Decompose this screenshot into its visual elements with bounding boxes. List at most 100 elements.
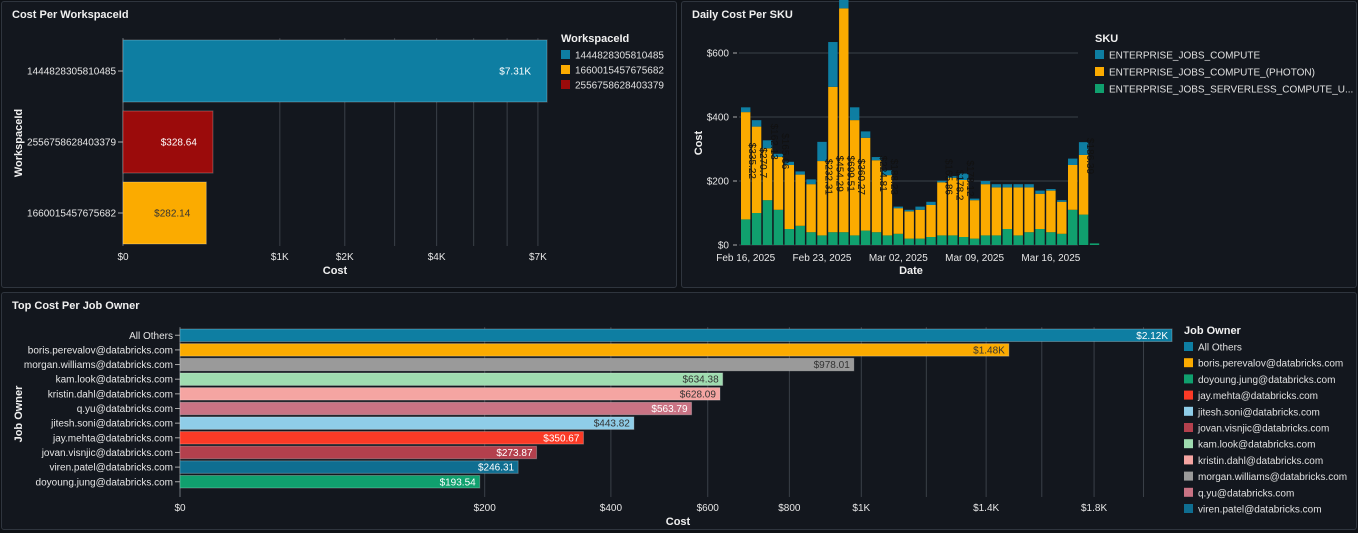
- bar-segment[interactable]: [1002, 184, 1012, 188]
- bar-segment[interactable]: [1024, 187, 1034, 233]
- bar-segment[interactable]: [795, 171, 805, 175]
- bar-segment[interactable]: [959, 180, 969, 237]
- legend-item[interactable]: jitesh.soni@databricks.com: [1197, 407, 1320, 418]
- bar-segment[interactable]: [926, 205, 936, 237]
- bar-segment[interactable]: [1046, 232, 1056, 245]
- bar-segment[interactable]: [1057, 233, 1067, 245]
- workspace-cost-chart[interactable]: 1444828305810485 $7.31K 2556758628403379 $3…: [2, 2, 678, 289]
- bar-segment[interactable]: [828, 86, 838, 233]
- bar-segment[interactable]: [980, 235, 991, 245]
- bar-segment[interactable]: [969, 238, 980, 245]
- legend-swatch[interactable]: [561, 50, 570, 59]
- legend-swatch[interactable]: [561, 65, 570, 74]
- bar-segment[interactable]: [751, 213, 762, 245]
- bar-segment[interactable]: [959, 237, 969, 245]
- bar-segment[interactable]: [882, 175, 893, 236]
- bar-segment[interactable]: [915, 206, 925, 210]
- bar-segment[interactable]: [871, 160, 882, 233]
- bar-segment[interactable]: [959, 173, 969, 181]
- legend-swatch[interactable]: [1184, 455, 1193, 465]
- bar-segment[interactable]: [762, 200, 773, 245]
- bar-segment[interactable]: [991, 187, 1002, 236]
- bar[interactable]: [179, 460, 519, 474]
- legend-item[interactable]: jovan.visnjic@databricks.com: [1197, 424, 1329, 435]
- legend-item[interactable]: jay.mehta@databricks.com: [1197, 391, 1318, 402]
- bar-segment[interactable]: [893, 206, 903, 209]
- legend-item[interactable]: 2556758628403379: [575, 81, 664, 92]
- legend-swatch[interactable]: [561, 80, 570, 89]
- bar-segment[interactable]: [1002, 187, 1012, 229]
- bar-segment[interactable]: [1024, 184, 1034, 188]
- bar[interactable]: [179, 372, 724, 386]
- legend-item[interactable]: 1444828305810485: [575, 51, 664, 62]
- legend-swatch[interactable]: [1184, 406, 1193, 416]
- bar-segment[interactable]: [817, 141, 827, 162]
- bar-segment[interactable]: [773, 209, 784, 245]
- legend-swatch[interactable]: [1184, 439, 1193, 449]
- bar-segment[interactable]: [1078, 214, 1089, 245]
- bar-segment[interactable]: [991, 235, 1002, 245]
- legend-swatch[interactable]: [1184, 390, 1193, 400]
- bar-segment[interactable]: [741, 112, 751, 220]
- legend-item[interactable]: 1660015457675682: [575, 66, 664, 77]
- bar-segment[interactable]: [741, 107, 751, 113]
- bar-segment[interactable]: [751, 120, 762, 127]
- legend-swatch[interactable]: [1095, 50, 1104, 59]
- bar-segment[interactable]: [991, 184, 1002, 188]
- bar-segment[interactable]: [1089, 243, 1100, 245]
- bar-segment[interactable]: [806, 179, 816, 185]
- bar-segment[interactable]: [948, 235, 958, 245]
- bar[interactable]: [179, 445, 538, 460]
- legend-item[interactable]: ENTERPRISE_JOBS_SERVERLESS_COMPUTE_U...: [1109, 85, 1353, 96]
- legend-swatch[interactable]: [1184, 487, 1193, 497]
- legend-item[interactable]: boris.perevalov@databricks.com: [1198, 359, 1343, 370]
- bar-segment[interactable]: [1068, 209, 1078, 245]
- sku-cost-chart[interactable]: $0$200$400$600$800$335.22$270.7$162.13$1…: [682, 0, 1358, 289]
- bar-segment[interactable]: [762, 148, 773, 201]
- bar-segment[interactable]: [1024, 232, 1034, 245]
- bar[interactable]: [179, 431, 584, 445]
- bar[interactable]: [179, 401, 693, 416]
- bar-segment[interactable]: [871, 232, 882, 245]
- bar-segment[interactable]: [839, 0, 849, 9]
- bar-segment[interactable]: [1013, 184, 1023, 188]
- owner-cost-chart[interactable]: All Others $2.12K boris.perevalov@databric…: [2, 293, 1358, 531]
- legend-item[interactable]: kristin.dahl@databricks.com: [1198, 456, 1323, 467]
- legend-swatch[interactable]: [1095, 84, 1104, 93]
- bar-segment[interactable]: [904, 211, 914, 239]
- bar-segment[interactable]: [751, 126, 762, 213]
- legend-swatch[interactable]: [1184, 471, 1193, 481]
- legend-item[interactable]: viren.patel@databricks.com: [1198, 505, 1322, 516]
- bar-segment[interactable]: [904, 238, 914, 245]
- bar-segment[interactable]: [948, 176, 958, 178]
- bar[interactable]: [179, 475, 481, 489]
- bar-segment[interactable]: [817, 235, 827, 245]
- bar-segment[interactable]: [1013, 187, 1023, 236]
- bar[interactable]: [179, 416, 635, 430]
- bar-segment[interactable]: [948, 177, 958, 236]
- bar-segment[interactable]: [926, 237, 936, 245]
- bar[interactable]: [122, 39, 548, 103]
- bar-segment[interactable]: [1035, 229, 1045, 245]
- bar-segment[interactable]: [1068, 165, 1078, 210]
- legend-swatch[interactable]: [1184, 423, 1193, 432]
- bar-segment[interactable]: [937, 180, 947, 183]
- bar-segment[interactable]: [937, 235, 947, 245]
- bar-segment[interactable]: [850, 107, 860, 121]
- bar-segment[interactable]: [882, 170, 893, 176]
- bar-segment[interactable]: [828, 232, 838, 245]
- legend-swatch[interactable]: [1184, 358, 1193, 368]
- bar-segment[interactable]: [1046, 190, 1056, 233]
- bar-segment[interactable]: [773, 153, 784, 157]
- bar-segment[interactable]: [1057, 201, 1067, 234]
- bar-segment[interactable]: [893, 233, 903, 245]
- legend-item[interactable]: ENTERPRISE_JOBS_COMPUTE_(PHOTON): [1109, 68, 1315, 79]
- legend-item[interactable]: ENTERPRISE_JOBS_COMPUTE: [1109, 51, 1260, 62]
- bar-segment[interactable]: [937, 182, 947, 236]
- bar[interactable]: [122, 181, 207, 245]
- bar-segment[interactable]: [1078, 154, 1089, 215]
- bar[interactable]: [179, 357, 855, 372]
- bar-segment[interactable]: [850, 120, 860, 236]
- bar-segment[interactable]: [980, 181, 991, 185]
- bar-segment[interactable]: [1002, 229, 1012, 245]
